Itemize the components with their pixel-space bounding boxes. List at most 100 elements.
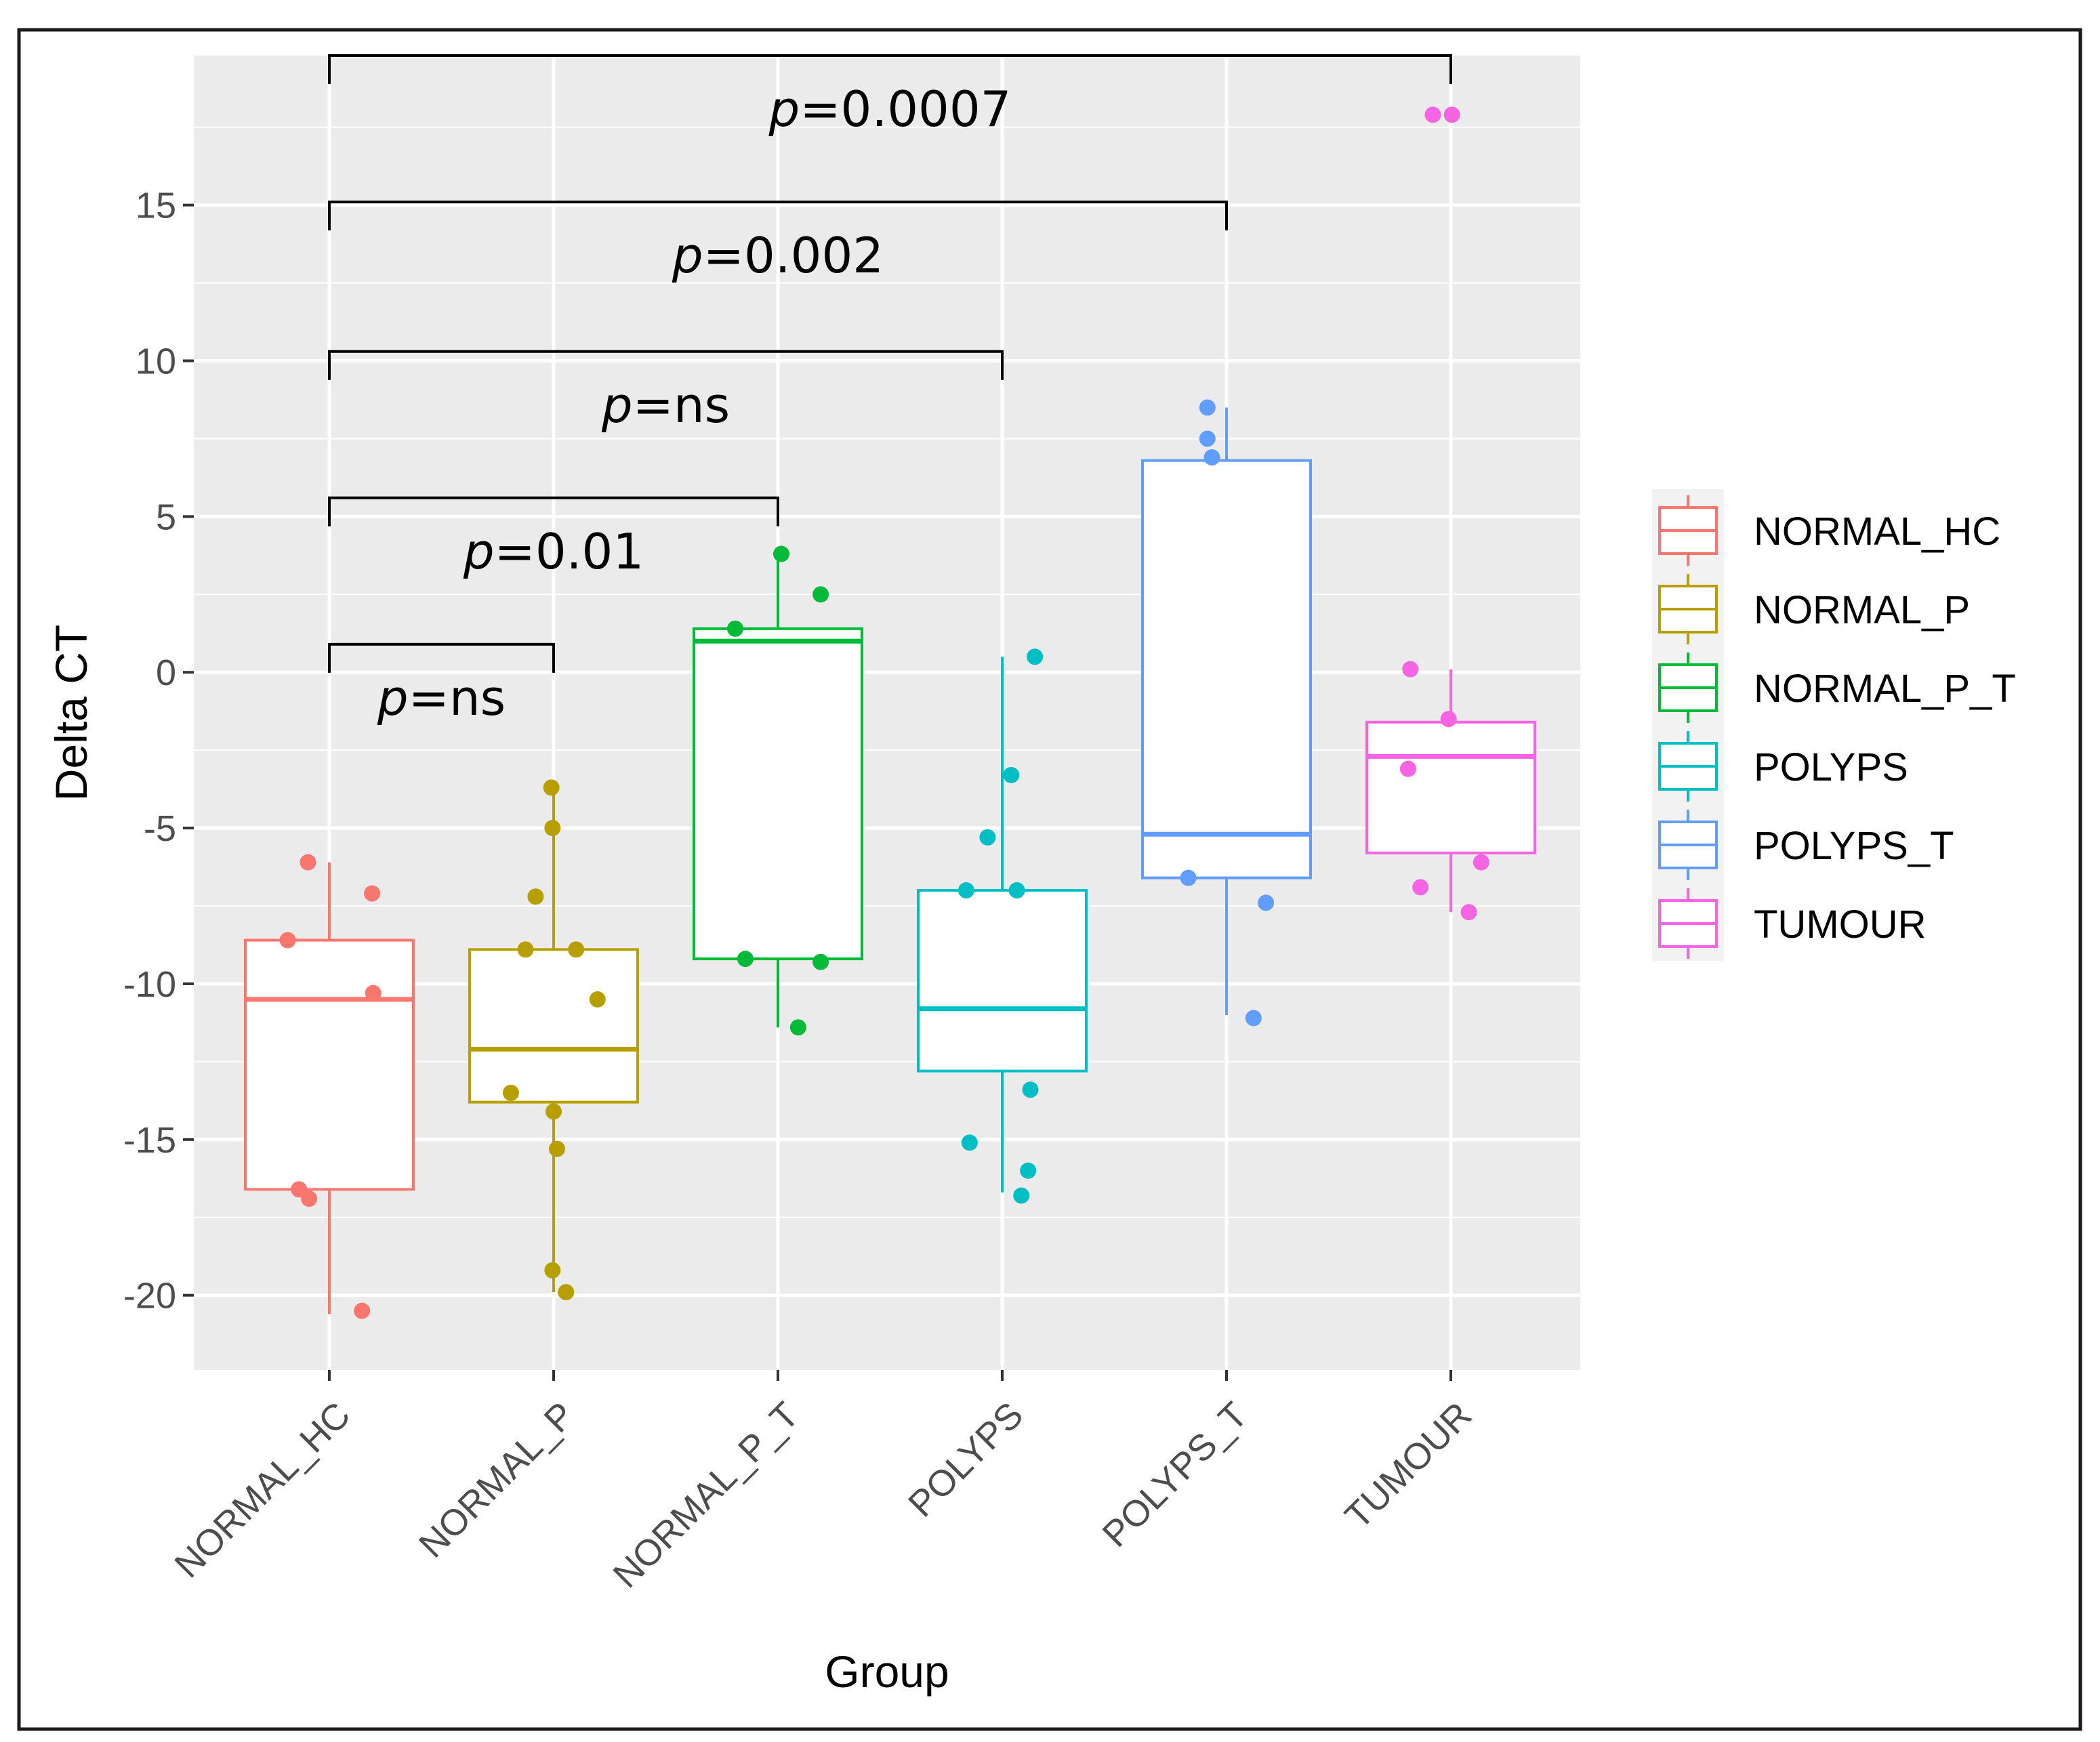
data-point — [548, 1140, 565, 1157]
boxplot-polyps — [917, 648, 1088, 1204]
data-point — [737, 951, 754, 968]
box-iqr — [917, 889, 1088, 1073]
data-point — [958, 882, 974, 899]
legend-item-tumour: TUMOUR — [1658, 888, 1927, 959]
legend-item-normal-hc: NORMAL_HC — [1658, 495, 2000, 566]
data-point — [364, 885, 381, 902]
legend-item-normal-p-t: NORMAL_P_T — [1658, 652, 2016, 723]
data-point — [812, 586, 829, 603]
data-point — [1460, 904, 1477, 921]
data-point — [589, 991, 606, 1008]
p-value: =0.0007 — [800, 81, 1011, 138]
significance-bracket: p=0.0007 — [328, 54, 1452, 138]
data-point — [1402, 661, 1419, 678]
box-iqr — [468, 948, 639, 1104]
data-point — [1003, 766, 1020, 783]
p-symbol: p — [601, 377, 633, 434]
data-point — [1412, 879, 1429, 896]
data-point — [1199, 430, 1216, 447]
y-tick-label: 5 — [156, 497, 176, 537]
legend-label: TUMOUR — [1754, 903, 1927, 947]
data-point — [300, 854, 316, 871]
data-point — [1440, 711, 1457, 728]
legend-label: POLYPS — [1754, 745, 1908, 789]
p-symbol: p — [377, 669, 409, 726]
y-tick-label: 10 — [136, 341, 176, 382]
legend-key-background — [1652, 489, 1724, 961]
data-point — [1008, 882, 1025, 899]
data-point — [545, 1103, 562, 1120]
significance-bracket: p=0.01 — [328, 496, 779, 580]
data-point — [789, 1019, 806, 1036]
bracket-line — [328, 642, 555, 673]
y-tick-label: -15 — [123, 1120, 176, 1161]
data-point — [527, 888, 544, 905]
box-iqr — [244, 938, 415, 1191]
y-tick-label: 15 — [136, 186, 176, 226]
data-point — [1399, 760, 1416, 777]
x-axis-title: Group — [825, 1646, 949, 1697]
data-point — [301, 1190, 318, 1207]
boxplot-normal-hc — [244, 854, 415, 1319]
data-point — [354, 1302, 371, 1319]
data-point — [1443, 106, 1460, 123]
p-value: =0.01 — [495, 523, 644, 580]
legend-label: NORMAL_HC — [1754, 510, 2000, 554]
p-symbol: p — [463, 523, 495, 580]
data-point — [812, 953, 829, 970]
data-point — [544, 820, 561, 837]
p-value-label: p=ns — [377, 669, 506, 726]
data-point — [979, 829, 996, 846]
data-point — [1022, 1081, 1039, 1098]
boxplots — [244, 106, 1536, 1319]
data-point — [1258, 894, 1275, 911]
p-value-label: p=0.0007 — [768, 81, 1012, 138]
data-point — [502, 1084, 519, 1101]
data-point — [1013, 1187, 1030, 1204]
y-axis-title: Delta CT — [46, 625, 96, 801]
p-value: =ns — [633, 377, 730, 434]
p-value-label: p=0.01 — [463, 523, 644, 580]
boxplot-normal-p-t — [693, 545, 863, 1036]
bracket-line — [328, 201, 1228, 231]
data-point — [726, 620, 743, 637]
data-point — [365, 984, 382, 1001]
data-point — [773, 545, 789, 562]
p-symbol: p — [768, 81, 800, 138]
data-point — [1424, 106, 1441, 123]
significance-bracket: p=0.002 — [328, 201, 1228, 284]
data-point — [517, 941, 534, 958]
legend-item-polyps: POLYPS — [1658, 731, 1908, 802]
boxplot-normal-p — [468, 779, 639, 1301]
data-point — [961, 1134, 978, 1151]
bracket-line — [328, 496, 779, 526]
data-point — [1473, 854, 1489, 871]
p-symbol: p — [672, 227, 703, 284]
box-iqr — [1141, 459, 1312, 879]
data-point — [1199, 399, 1216, 416]
legend-label: NORMAL_P — [1754, 588, 1970, 632]
figure-frame — [17, 28, 2082, 1731]
data-point — [1180, 869, 1197, 886]
plot-panel — [194, 56, 1580, 1370]
legend-label: NORMAL_P_T — [1754, 667, 2016, 711]
y-tick-label: -10 — [123, 964, 176, 1005]
p-value: =ns — [409, 669, 506, 726]
data-point — [279, 932, 296, 949]
p-value: =0.002 — [703, 227, 884, 284]
significance-bracket: p=ns — [328, 350, 1004, 434]
p-value-label: p=ns — [601, 377, 730, 434]
y-tick-label: 0 — [156, 652, 176, 693]
boxplot-polyps-t — [1141, 399, 1312, 1026]
y-tick-label: -20 — [123, 1276, 176, 1316]
box-iqr — [693, 627, 863, 961]
legend-item-polyps-t: POLYPS_T — [1658, 810, 1954, 880]
bracket-line — [328, 54, 1452, 84]
y-tick-label: -5 — [144, 808, 176, 849]
p-value-label: p=0.002 — [672, 227, 884, 284]
data-point — [1027, 648, 1044, 665]
data-point — [558, 1284, 575, 1301]
significance-bracket: p=ns — [328, 642, 555, 726]
